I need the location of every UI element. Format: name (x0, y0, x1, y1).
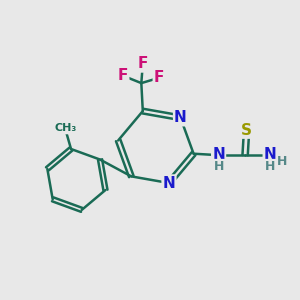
Text: N: N (174, 110, 187, 125)
Text: N: N (264, 147, 277, 162)
Text: N: N (163, 176, 176, 190)
Text: H: H (265, 160, 275, 173)
Text: N: N (212, 147, 225, 162)
Text: F: F (118, 68, 128, 83)
Text: F: F (138, 56, 148, 71)
Text: F: F (154, 70, 164, 85)
Text: CH₃: CH₃ (54, 123, 76, 134)
Text: H: H (277, 154, 288, 168)
Text: S: S (241, 123, 252, 138)
Text: H: H (213, 160, 224, 173)
